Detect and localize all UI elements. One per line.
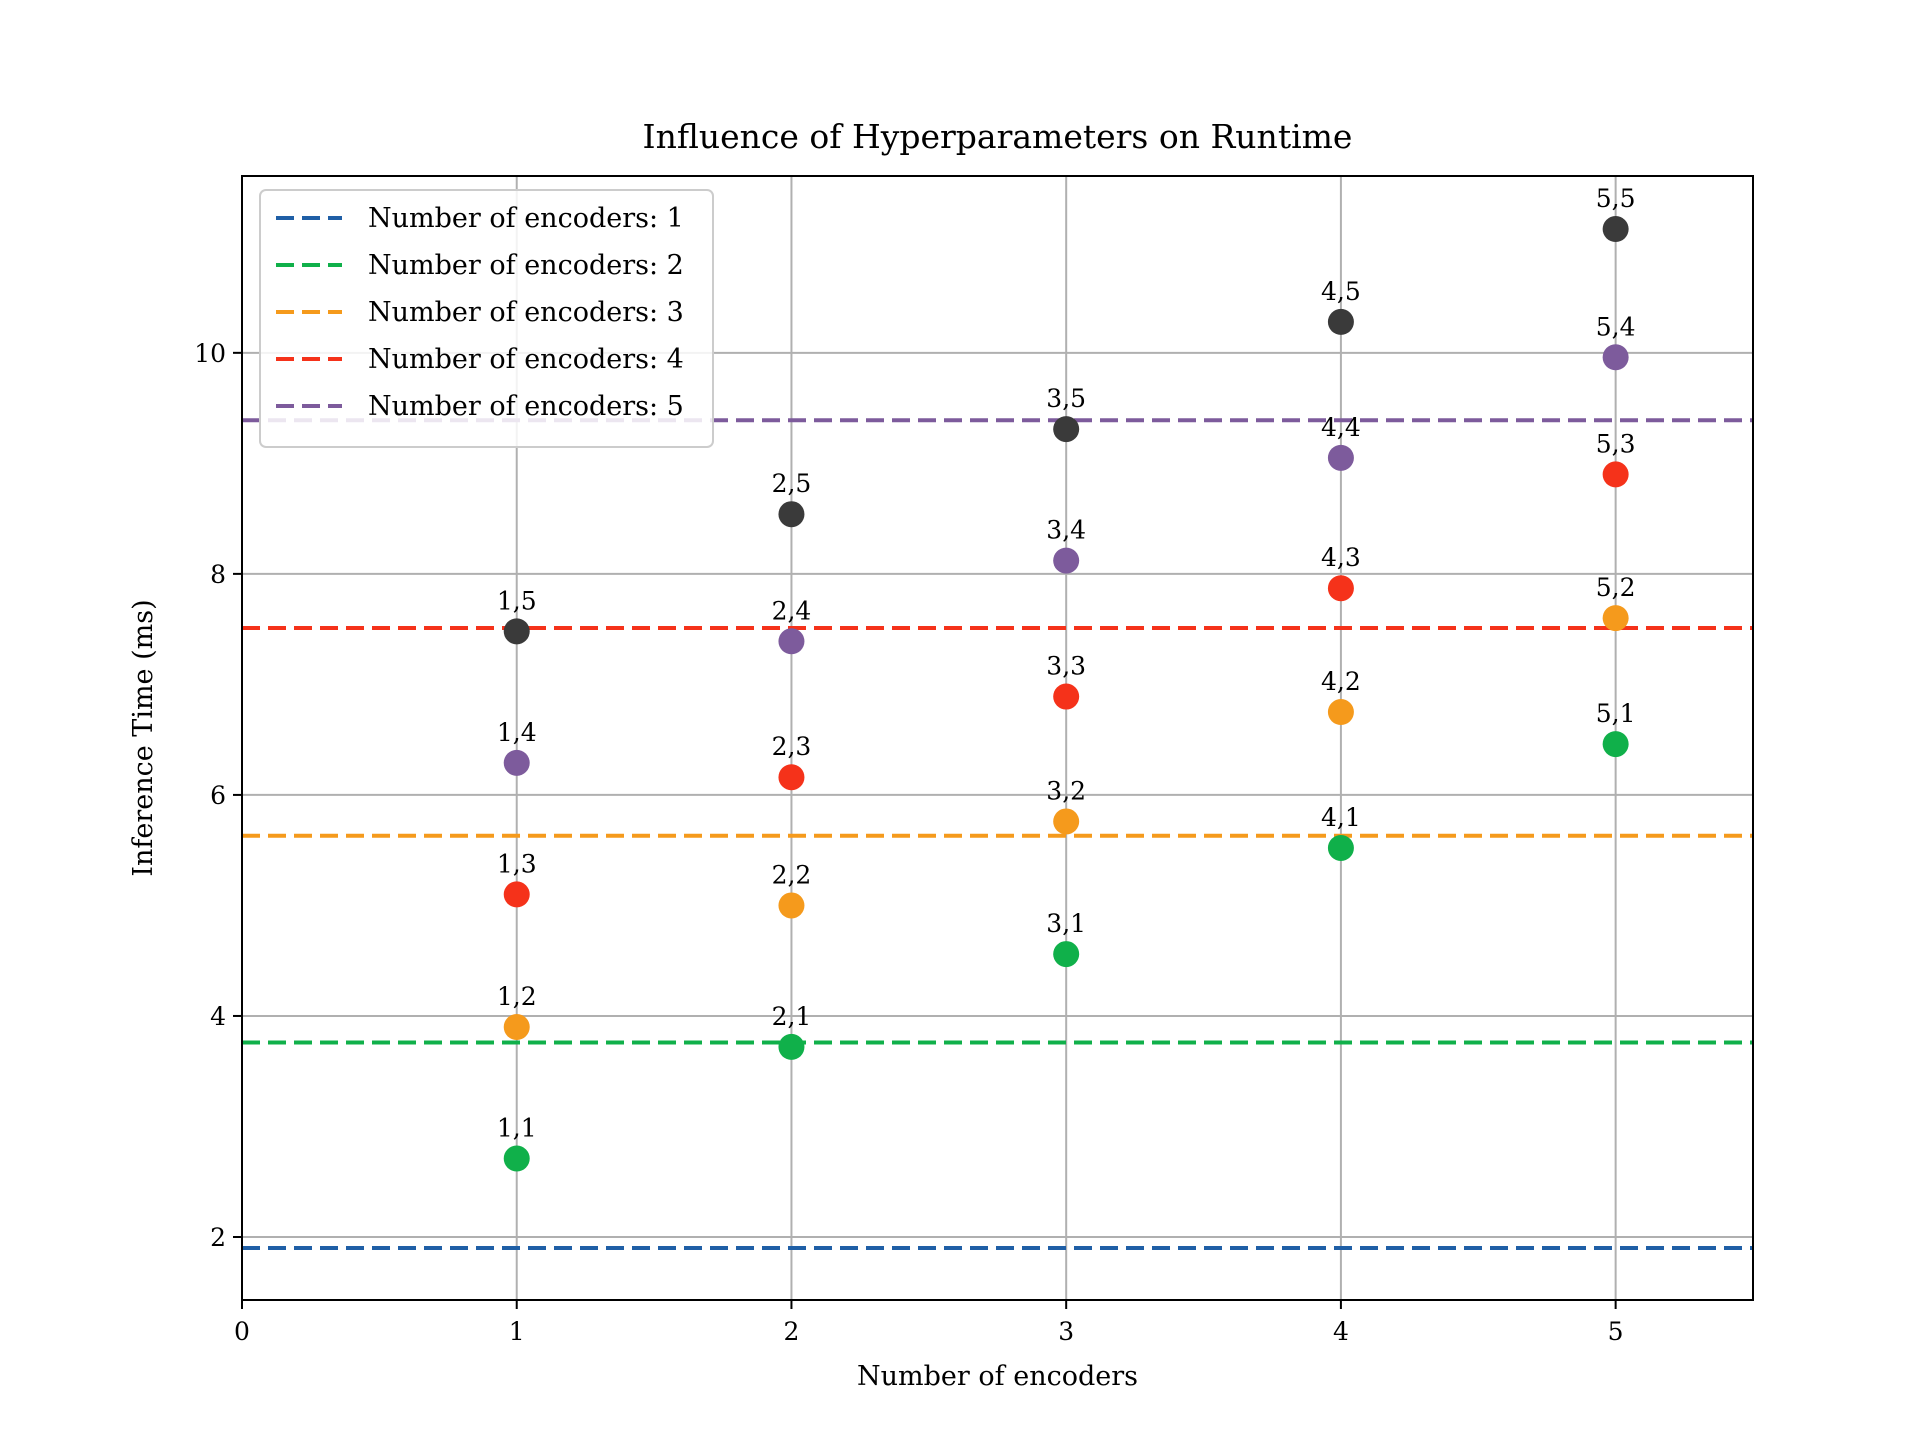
point-label: 3,2 xyxy=(1046,776,1086,805)
data-point xyxy=(503,881,530,908)
data-point xyxy=(1327,308,1354,335)
point-label: 1,4 xyxy=(497,718,537,747)
point-label: 4,2 xyxy=(1321,667,1361,696)
point-label: 2,3 xyxy=(772,732,812,761)
data-point xyxy=(1602,344,1629,371)
data-point xyxy=(1602,731,1629,758)
legend: Number of encoders: 1 Number of encoders:… xyxy=(259,189,714,448)
point-label: 1,5 xyxy=(497,586,537,615)
legend-label: Number of encoders: 2 xyxy=(368,250,684,281)
y-tick-label: 6 xyxy=(210,781,226,810)
x-axis-label: Number of encoders xyxy=(857,1361,1138,1392)
y-tick-label: 10 xyxy=(194,339,226,368)
point-label: 3,3 xyxy=(1046,652,1086,681)
x-tick-label: 0 xyxy=(234,1317,250,1346)
x-tick-label: 5 xyxy=(1608,1317,1624,1346)
data-point xyxy=(1602,605,1629,632)
data-point xyxy=(778,501,805,528)
legend-label: Number of encoders: 1 xyxy=(368,203,684,234)
point-label: 2,4 xyxy=(772,596,812,625)
y-tick-label: 8 xyxy=(210,560,226,589)
point-label: 2,1 xyxy=(772,1002,812,1031)
legend-label: Number of encoders: 4 xyxy=(368,344,684,375)
y-tick-label: 2 xyxy=(210,1223,226,1252)
point-label: 3,1 xyxy=(1046,909,1086,938)
data-point xyxy=(1053,416,1080,443)
data-point xyxy=(1602,461,1629,488)
legend-box xyxy=(259,189,714,448)
point-label: 4,4 xyxy=(1321,413,1361,442)
grid xyxy=(241,176,1753,1300)
point-labels: 1,1 1,2 1,3 1,4 1,5 2,1 2,2 2,3 2,4 2,5 3,1 3,2 3,3 3… xyxy=(497,184,1636,1142)
point-label: 1,1 xyxy=(497,1114,537,1143)
plot-frame xyxy=(241,175,1754,1301)
point-label: 5,5 xyxy=(1596,184,1636,213)
point-label: 2,5 xyxy=(772,469,812,498)
data-point xyxy=(1327,444,1354,471)
data-point xyxy=(778,1033,805,1060)
x-tick-label: 3 xyxy=(1058,1317,1074,1346)
data-point xyxy=(1327,575,1354,602)
point-label: 4,3 xyxy=(1321,543,1361,572)
y-axis-label: Inference Time (ms) xyxy=(128,599,159,876)
point-label: 5,3 xyxy=(1596,429,1636,458)
data-point xyxy=(778,628,805,655)
legend-label: Number of encoders: 5 xyxy=(368,391,684,422)
chart-title: Influence of Hyperparameters on Runtime xyxy=(643,117,1353,156)
data-point xyxy=(503,1014,530,1041)
point-label: 4,5 xyxy=(1321,277,1361,306)
data-points xyxy=(503,216,1629,1172)
data-point xyxy=(1053,808,1080,835)
data-point xyxy=(1327,834,1354,861)
point-label: 2,2 xyxy=(772,860,812,889)
data-point xyxy=(1053,547,1080,574)
point-label: 5,4 xyxy=(1596,312,1636,341)
y-tick-label: 4 xyxy=(210,1002,226,1031)
data-point xyxy=(778,764,805,791)
point-label: 1,3 xyxy=(497,849,537,878)
legend-label: Number of encoders: 3 xyxy=(368,297,684,328)
x-tick-label: 4 xyxy=(1333,1317,1349,1346)
axis-ticks: 0 1 2 3 4 5 2 4 6 8 10 xyxy=(194,339,1623,1346)
point-label: 5,2 xyxy=(1596,573,1636,602)
point-label: 4,1 xyxy=(1321,803,1361,832)
point-label: 3,5 xyxy=(1046,384,1086,413)
point-label: 1,2 xyxy=(497,982,537,1011)
point-label: 3,4 xyxy=(1046,516,1086,545)
data-point xyxy=(503,749,530,776)
data-point xyxy=(1602,216,1629,243)
data-point xyxy=(1053,683,1080,710)
point-label: 5,1 xyxy=(1596,699,1636,728)
data-point xyxy=(1327,699,1354,726)
x-tick-label: 1 xyxy=(509,1317,525,1346)
data-point xyxy=(503,1145,530,1172)
data-point xyxy=(1053,941,1080,968)
data-point xyxy=(778,892,805,919)
data-point xyxy=(503,618,530,645)
x-tick-label: 2 xyxy=(784,1317,800,1346)
